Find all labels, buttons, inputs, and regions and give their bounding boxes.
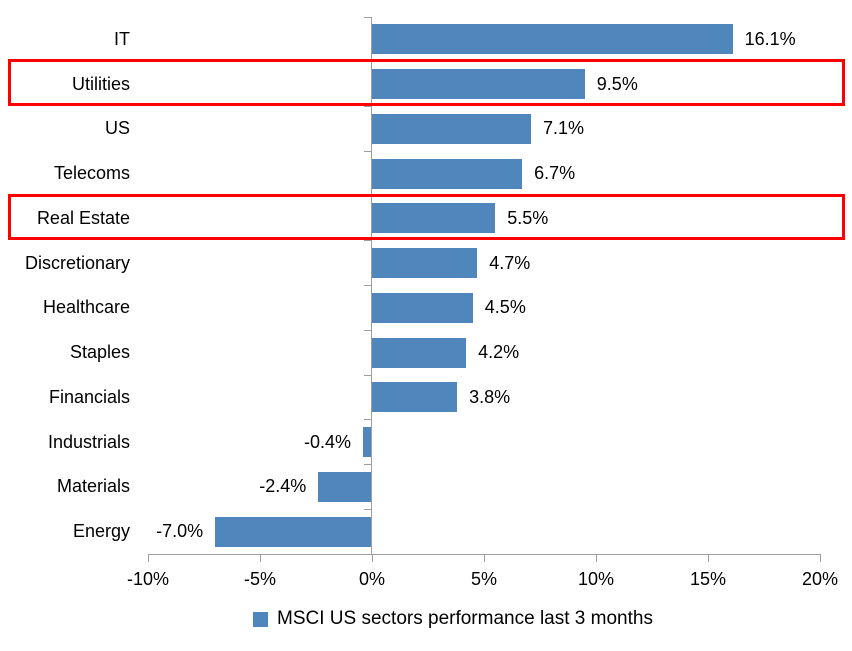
value-label: -7.0%	[156, 521, 204, 542]
x-tick-label: 20%	[801, 569, 839, 589]
bar	[372, 337, 467, 368]
value-label: -2.4%	[259, 476, 307, 497]
value-label: 4.5%	[484, 297, 526, 318]
bar	[372, 382, 458, 413]
x-tick-label: 0%	[358, 569, 385, 589]
category-axis-line	[371, 17, 372, 554]
highlight-box	[8, 59, 845, 106]
x-tick-mark	[483, 554, 485, 562]
value-label: -0.4%	[304, 431, 352, 452]
bar	[372, 292, 473, 323]
legend-marker-icon	[253, 611, 269, 627]
category-label: Utilities	[71, 73, 130, 94]
bar	[372, 203, 496, 234]
category-tick-mark	[364, 419, 372, 421]
value-label: 4.2%	[478, 342, 520, 363]
category-label: Healthcare	[42, 297, 130, 318]
value-label: 7.1%	[543, 118, 585, 139]
category-label: Industrials	[47, 431, 130, 452]
bar	[372, 69, 585, 100]
x-tick-mark	[259, 554, 261, 562]
category-tick-mark	[364, 329, 372, 331]
x-tick-mark	[595, 554, 597, 562]
category-label: Energy	[72, 521, 130, 542]
category-tick-mark	[364, 150, 372, 152]
category-tick-mark	[364, 285, 372, 286]
category-tick-mark	[364, 106, 372, 107]
category-label: IT	[114, 28, 130, 49]
x-tick-mark	[147, 554, 149, 562]
category-tick-mark	[364, 464, 372, 465]
value-label: 4.7%	[489, 252, 531, 273]
value-label: 5.5%	[507, 207, 549, 228]
x-tick-label: 15%	[689, 569, 727, 589]
bar	[372, 24, 733, 55]
x-tick-label: 10%	[577, 569, 615, 589]
value-label: 3.8%	[469, 386, 511, 407]
value-label: 6.7%	[534, 163, 576, 184]
x-tick-mark	[707, 554, 709, 562]
category-label: Telecoms	[53, 163, 130, 184]
x-tick-label: -10%	[126, 569, 170, 589]
category-label: Real Estate	[36, 207, 130, 228]
category-label: US	[104, 118, 130, 139]
bar	[372, 113, 532, 144]
legend: MSCI US sectors performance last 3 month…	[0, 608, 852, 630]
category-tick-mark	[364, 240, 372, 242]
bar	[372, 248, 478, 279]
value-label: 9.5%	[596, 73, 638, 94]
category-tick-mark	[364, 374, 372, 376]
bar	[372, 158, 523, 189]
bar	[318, 471, 372, 502]
legend-label: MSCI US sectors performance last 3 month…	[277, 608, 653, 629]
bar	[363, 427, 372, 458]
category-tick-mark	[364, 508, 372, 510]
x-tick-label: 5%	[470, 569, 497, 589]
x-axis-line	[148, 554, 821, 555]
highlight-box	[8, 193, 845, 241]
category-tick-mark	[364, 16, 372, 18]
x-tick-mark	[819, 554, 821, 562]
category-label: Materials	[56, 476, 130, 497]
value-label: 16.1%	[744, 28, 796, 49]
category-label: Staples	[69, 342, 130, 363]
category-label: Discretionary	[24, 252, 130, 273]
bar	[215, 516, 372, 547]
x-tick-label: -5%	[243, 569, 276, 589]
x-tick-mark	[371, 554, 373, 562]
category-label: Financials	[48, 386, 130, 407]
